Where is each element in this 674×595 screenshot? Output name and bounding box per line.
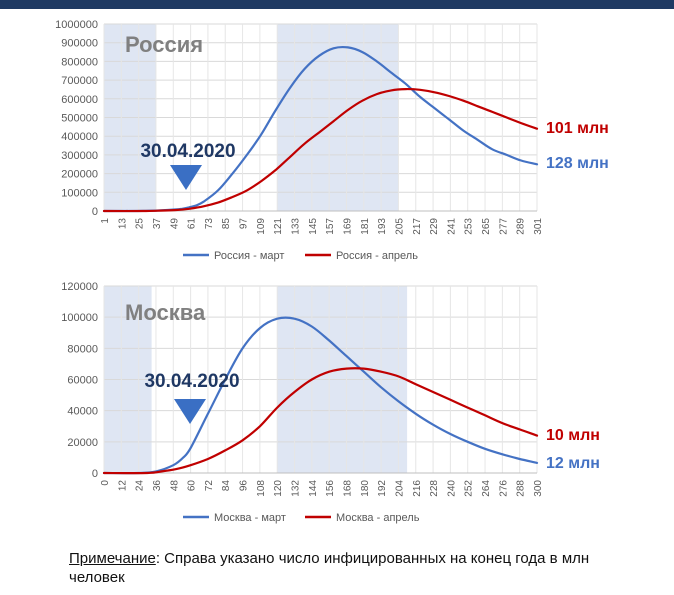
x-tick-label: 133 [291, 218, 302, 235]
y-tick-label: 700000 [61, 75, 98, 87]
footnote-label: Примечание [69, 550, 156, 567]
x-tick-label: 192 [377, 480, 388, 497]
legend: Москва - март Москва - апрель [183, 512, 420, 524]
x-tick-label: 120 [273, 480, 284, 497]
x-tick-label: 85 [221, 218, 232, 230]
x-tick-label: 169 [342, 218, 353, 235]
x-tick-label: 12 [117, 480, 128, 492]
x-tick-label: 193 [377, 218, 388, 235]
x-tick-label: 36 [152, 480, 163, 492]
series-line-april [102, 367, 539, 475]
x-tick-label: 0 [100, 480, 111, 486]
x-tick-label: 60 [187, 480, 198, 492]
x-tick-label: 229 [429, 218, 440, 235]
y-tick-label: 300000 [61, 150, 98, 162]
x-tick-label: 240 [446, 480, 457, 497]
footnote-text: : Справа указано число инфицированных на… [69, 550, 590, 586]
y-tick-label: 60000 [67, 375, 98, 387]
x-tick-label: 97 [239, 218, 250, 230]
x-tick-label: 49 [169, 218, 180, 230]
y-tick-label: 400000 [61, 131, 98, 143]
series-line-march [102, 316, 539, 475]
legend-label: Россия - март [214, 250, 284, 262]
x-tick-label: 25 [135, 218, 146, 230]
series-line-april [102, 87, 539, 213]
chart-title: Россия [125, 32, 203, 57]
x-tick-label: 264 [481, 480, 492, 497]
footnote: Примечание: Справа указано число инфицир… [69, 549, 609, 587]
x-tick-label: 96 [239, 480, 250, 492]
x-tick-label: 145 [308, 218, 319, 235]
x-tick-label: 156 [325, 480, 336, 497]
x-tick-label: 241 [446, 218, 457, 235]
y-tick-label: 200000 [61, 169, 98, 181]
x-tick-label: 228 [429, 480, 440, 497]
x-tick-label: 24 [135, 480, 146, 492]
y-tick-label: 500000 [61, 113, 98, 125]
end-label-april: 10 млн [546, 427, 600, 444]
y-tick-label: 20000 [67, 437, 98, 449]
x-tick-label: 265 [481, 218, 492, 235]
x-tick-label: 168 [342, 480, 353, 497]
date-annotation: 30.04.2020 [140, 141, 235, 162]
x-tick-label: 300 [533, 480, 544, 497]
x-tick-label: 144 [308, 480, 319, 497]
x-tick-label: 253 [464, 218, 475, 235]
y-tick-label: 80000 [67, 343, 98, 355]
x-tick-label: 121 [273, 218, 284, 235]
x-tick-label: 73 [204, 218, 215, 230]
legend-label: Россия - апрель [336, 250, 418, 262]
end-label-march: 12 млн [546, 455, 600, 472]
x-tick-label: 84 [221, 480, 232, 492]
end-label-march: 128 млн [546, 155, 609, 172]
down-arrow-icon [170, 165, 202, 190]
y-tick-label: 600000 [61, 94, 98, 106]
x-tick-label: 48 [169, 480, 180, 492]
top-bar [0, 0, 674, 9]
x-tick-label: 1 [100, 218, 111, 224]
x-tick-label: 276 [498, 480, 509, 497]
y-tick-label: 40000 [67, 406, 98, 418]
x-tick-label: 180 [360, 480, 371, 497]
x-tick-label: 252 [464, 480, 475, 497]
x-tick-label: 61 [187, 218, 198, 230]
chart-panel-2: 0 20000 40000 60000 80000 100000 120000 0 12 24 36… [61, 281, 600, 524]
x-tick-label: 205 [394, 218, 405, 235]
y-tick-label: 0 [92, 206, 98, 218]
x-tick-label: 109 [256, 218, 267, 235]
y-tick-label: 100000 [61, 312, 98, 324]
date-annotation: 30.04.2020 [144, 371, 239, 392]
x-tick-label: 157 [325, 218, 336, 235]
y-tick-label: 900000 [61, 38, 98, 50]
y-tick-label: 0 [92, 468, 98, 480]
charts-canvas: 0100000200000300000400000500000600000700… [55, 19, 609, 524]
y-tick-label: 100000 [61, 187, 98, 199]
x-tick-label: 289 [516, 218, 527, 235]
chart-panel-1: 0 100000 200000 300000 400000 500000 600000 700… [55, 19, 609, 262]
y-tick-label: 800000 [61, 56, 98, 68]
legend: Россия - март Россия - апрель [183, 250, 418, 262]
x-tick-label: 72 [204, 480, 215, 492]
x-tick-label: 277 [498, 218, 509, 235]
x-tick-label: 217 [412, 218, 423, 235]
x-tick-label: 37 [152, 218, 163, 230]
y-tick-label: 120000 [61, 281, 98, 293]
legend-label: Москва - март [214, 512, 286, 524]
chart-title: Москва [125, 300, 206, 325]
x-tick-label: 13 [117, 218, 128, 230]
legend-label: Москва - апрель [336, 512, 420, 524]
end-label-april: 101 млн [546, 120, 609, 137]
x-tick-label: 204 [394, 480, 405, 497]
down-arrow-icon [174, 399, 206, 424]
y-tick-label: 1000000 [55, 19, 98, 31]
x-tick-label: 108 [256, 480, 267, 497]
x-tick-label: 288 [516, 480, 527, 497]
x-tick-label: 301 [533, 218, 544, 235]
x-tick-label: 216 [412, 480, 423, 497]
x-tick-label: 132 [291, 480, 302, 497]
x-tick-label: 181 [360, 218, 371, 235]
